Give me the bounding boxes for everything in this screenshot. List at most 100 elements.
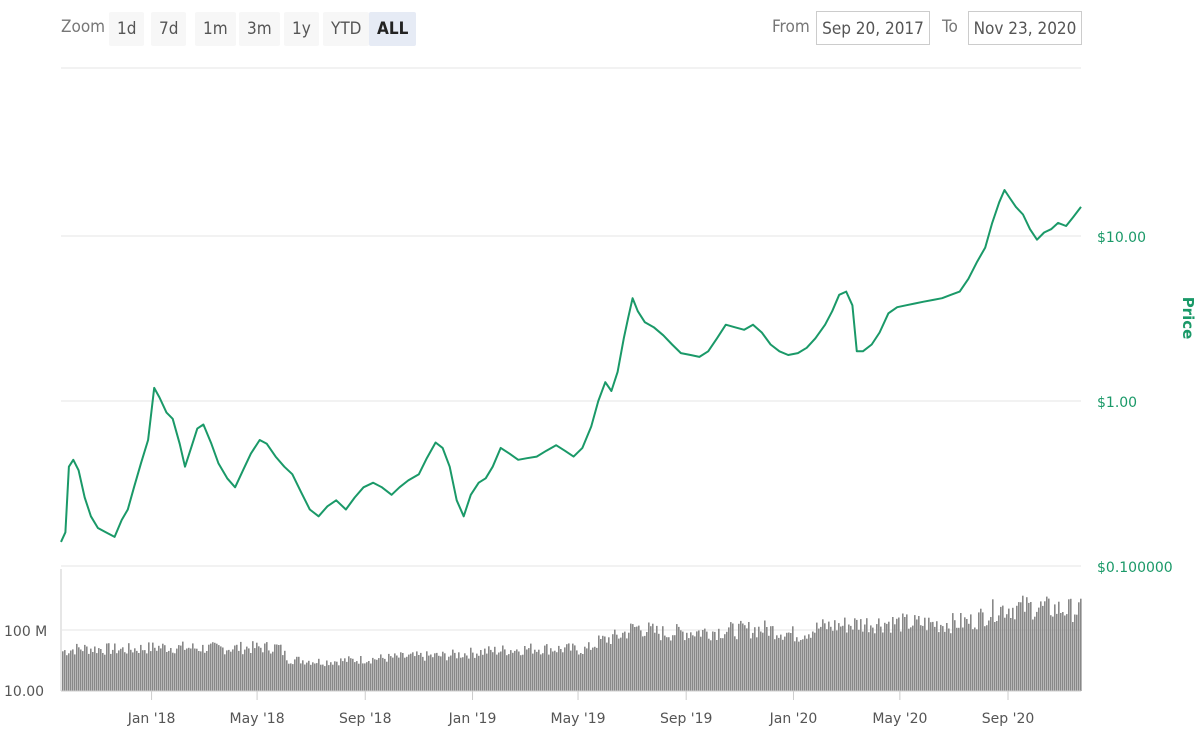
volume-bar bbox=[536, 651, 538, 691]
volume-bar bbox=[700, 636, 702, 691]
volume-bar bbox=[238, 650, 240, 691]
volume-bar bbox=[814, 632, 816, 691]
volume-bar bbox=[1054, 604, 1056, 691]
volume-bar bbox=[1042, 605, 1044, 691]
volume-bar bbox=[548, 654, 550, 691]
volume-bar bbox=[486, 653, 488, 691]
volume-bar bbox=[728, 627, 730, 691]
volume-bar bbox=[932, 621, 934, 691]
zoom-7d-button[interactable]: 7d bbox=[151, 12, 187, 46]
zoom-label: Zoom bbox=[61, 17, 106, 37]
volume-bar bbox=[744, 625, 746, 691]
volume-bar bbox=[896, 618, 898, 691]
volume-bar bbox=[554, 650, 556, 691]
volume-bar bbox=[86, 646, 88, 691]
zoom-all-button[interactable]: ALL bbox=[369, 12, 417, 46]
volume-bar bbox=[586, 648, 588, 691]
volume-bar bbox=[770, 626, 772, 691]
volume-bar bbox=[1064, 615, 1066, 691]
volume-bar bbox=[956, 627, 958, 691]
zoom-1y-button[interactable]: 1y bbox=[284, 12, 319, 46]
volume-bar bbox=[1062, 612, 1064, 691]
volume-bar bbox=[282, 655, 284, 691]
volume-bar bbox=[410, 653, 412, 691]
volume-bar bbox=[66, 655, 68, 691]
volume-bar bbox=[988, 620, 990, 691]
volume-bar bbox=[660, 640, 662, 691]
volume-bar bbox=[440, 656, 442, 691]
volume-bar bbox=[794, 641, 796, 691]
volume-bar bbox=[650, 626, 652, 691]
volume-bar bbox=[566, 644, 568, 691]
to-date-input[interactable]: Nov 23, 2020 bbox=[968, 11, 1082, 45]
volume-bar bbox=[244, 649, 246, 691]
volume-bar bbox=[808, 634, 810, 691]
zoom-1d-button[interactable]: 1d bbox=[109, 12, 145, 46]
volume-bar bbox=[842, 625, 844, 691]
volume-bar bbox=[734, 636, 736, 691]
volume-bar bbox=[686, 632, 688, 691]
volume-bar bbox=[348, 656, 350, 691]
volume-bar bbox=[588, 642, 590, 691]
volume-bar bbox=[1030, 602, 1032, 691]
volume-bar bbox=[658, 633, 660, 691]
volume-bar bbox=[820, 626, 822, 691]
volume-bar bbox=[654, 632, 656, 691]
volume-bar bbox=[232, 649, 234, 691]
volume-bar bbox=[506, 655, 508, 691]
volume-bar bbox=[816, 622, 818, 691]
volume-bar bbox=[726, 631, 728, 691]
volume-bar bbox=[792, 626, 794, 691]
volume-bar bbox=[596, 647, 598, 691]
volume-bar bbox=[322, 664, 324, 691]
volume-bar bbox=[782, 639, 784, 691]
volume-bar bbox=[934, 626, 936, 691]
volume-bar bbox=[412, 652, 414, 691]
volume-bar bbox=[942, 626, 944, 691]
volume-bar bbox=[630, 623, 632, 691]
volume-bar bbox=[110, 653, 112, 691]
toolbar: Zoom 1d 7d 1m 3m 1y YTD ALL From Sep 20,… bbox=[0, 0, 1200, 60]
volume-bar bbox=[200, 651, 202, 691]
volume-bar bbox=[1004, 617, 1006, 691]
zoom-ytd-button[interactable]: YTD bbox=[323, 12, 370, 46]
volume-bar bbox=[804, 635, 806, 691]
volume-bar bbox=[306, 662, 308, 691]
volume-bar bbox=[698, 630, 700, 691]
volume-bar bbox=[1046, 596, 1048, 691]
zoom-1m-button[interactable]: 1m bbox=[195, 12, 236, 46]
volume-bar bbox=[342, 661, 344, 691]
volume-bar bbox=[148, 642, 150, 691]
volume-bar bbox=[270, 653, 272, 691]
volume-bar bbox=[474, 657, 476, 691]
volume-bar bbox=[954, 620, 956, 691]
volume-bar bbox=[612, 634, 614, 691]
volume-bar bbox=[176, 648, 178, 691]
zoom-3m-button[interactable]: 3m bbox=[239, 12, 280, 46]
volume-bar bbox=[918, 616, 920, 691]
volume-bar bbox=[544, 645, 546, 691]
volume-bar bbox=[390, 656, 392, 691]
volume-bar bbox=[1066, 614, 1068, 691]
volume-bar bbox=[108, 643, 110, 691]
volume-bar bbox=[694, 636, 696, 691]
volume-bar bbox=[460, 657, 462, 691]
volume-bar bbox=[112, 649, 114, 691]
volume-bars bbox=[62, 595, 1082, 691]
volume-bar bbox=[284, 650, 286, 691]
volume-bar bbox=[126, 653, 128, 691]
volume-bar bbox=[472, 652, 474, 691]
volume-bar bbox=[370, 663, 372, 691]
from-date-input[interactable]: Sep 20, 2017 bbox=[816, 11, 930, 45]
volume-bar bbox=[476, 653, 478, 691]
volume-bar bbox=[584, 646, 586, 691]
volume-bar bbox=[538, 649, 540, 691]
volume-bar bbox=[996, 621, 998, 691]
volume-bar bbox=[248, 648, 250, 691]
volume-bar bbox=[438, 655, 440, 691]
volume-bar bbox=[602, 635, 604, 691]
volume-bar bbox=[534, 649, 536, 691]
volume-bar bbox=[572, 643, 574, 691]
volume-bar bbox=[314, 663, 316, 691]
